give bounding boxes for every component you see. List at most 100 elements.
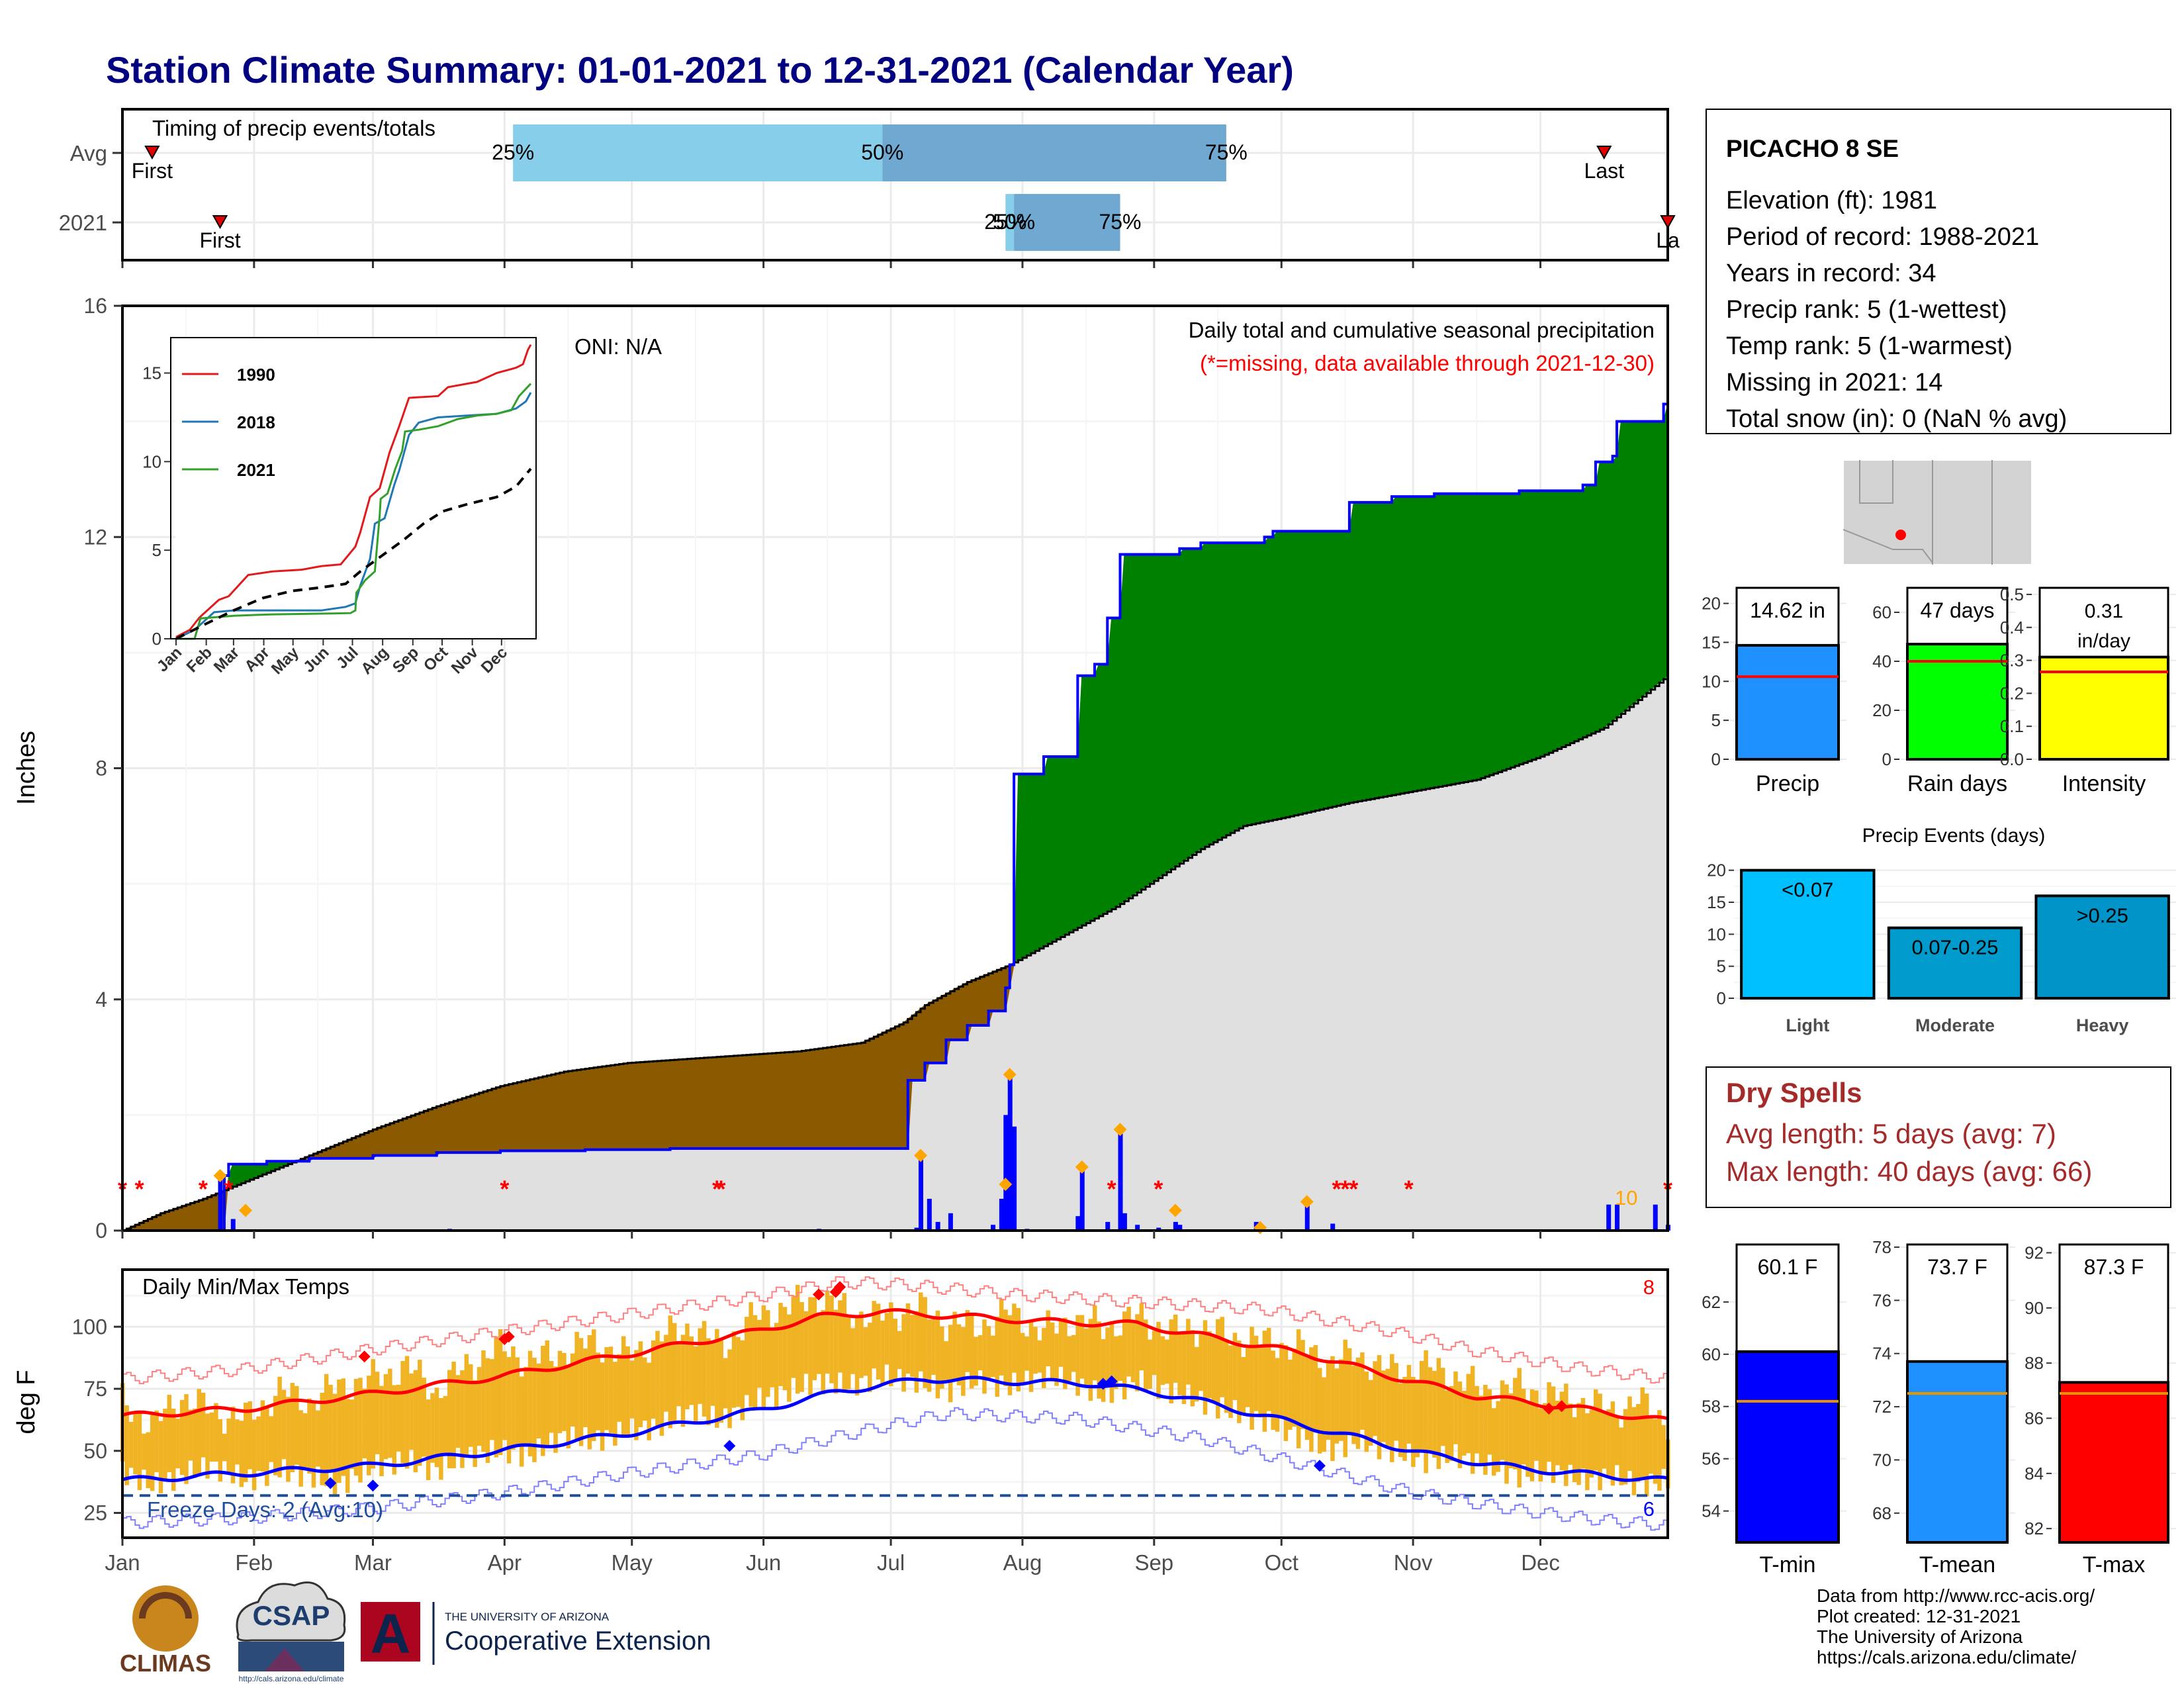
daily-temp-bar xyxy=(1479,1395,1484,1465)
daily-temp-bar xyxy=(749,1302,753,1407)
inset-legend-label-2018: 2018 xyxy=(237,412,275,432)
month-label-mar: Mar xyxy=(354,1550,392,1575)
precip-main-y-ticks: 0 4 8 12 16 xyxy=(83,294,1542,1243)
cumulative-diff-fill xyxy=(644,1061,649,1150)
cumulative-diff-fill xyxy=(1480,493,1486,779)
cumulative-diff-fill xyxy=(372,1127,378,1159)
timing-first-label-2021: First xyxy=(199,228,240,252)
cumulative-diff-fill xyxy=(695,1057,700,1149)
daily-temp-bar xyxy=(218,1419,223,1482)
record-cold-marker xyxy=(367,1479,379,1492)
daily-temp-bar xyxy=(404,1356,410,1469)
daily-precip-bar xyxy=(1122,1213,1127,1231)
cumulative-diff-fill xyxy=(1183,548,1189,862)
cumulative-diff-fill xyxy=(746,1054,751,1149)
cumulative-diff-fill xyxy=(1484,493,1490,778)
cumulative-diff-fill xyxy=(482,1090,488,1153)
daily-temp-bar xyxy=(1402,1376,1407,1461)
daily-temp-bar xyxy=(1343,1339,1347,1458)
daily-temp-bar xyxy=(1631,1407,1637,1495)
daily-temp-bar xyxy=(587,1335,592,1450)
heavy-precip-marker xyxy=(1300,1195,1314,1209)
daily-temp-bar xyxy=(655,1331,660,1426)
daily-temp-bar xyxy=(1462,1390,1467,1456)
daily-temp-bar xyxy=(889,1302,893,1387)
inset-y-tick-label: 15 xyxy=(142,363,161,383)
daily-temp-bar xyxy=(1033,1327,1038,1374)
cumulative-diff-fill xyxy=(1208,542,1214,845)
cumulative-diff-fill xyxy=(1527,490,1533,762)
inset-x-label-jul: Jul xyxy=(333,643,362,673)
cumulative-diff-fill xyxy=(1264,536,1269,822)
cumulative-diff-fill xyxy=(780,1052,786,1149)
cumulative-diff-fill xyxy=(793,1051,798,1149)
daily-temp-bar xyxy=(608,1346,614,1433)
arizona-a-block xyxy=(361,1602,420,1662)
cumulative-diff-fill xyxy=(602,1065,607,1150)
daily-temp-bar xyxy=(757,1319,762,1388)
daily-temp-bar xyxy=(226,1418,231,1475)
daily-temp-bar xyxy=(621,1336,626,1437)
arizona-a-letter: A xyxy=(371,1603,411,1665)
cumulative-diff-fill xyxy=(699,1057,705,1149)
cumulative-diff-fill xyxy=(707,1056,713,1149)
daily-temp-bar xyxy=(617,1354,622,1422)
cumulative-diff-fill xyxy=(1629,421,1635,708)
cumulative-diff-fill xyxy=(1379,502,1384,798)
daily-temp-bar xyxy=(256,1416,261,1472)
cumulative-diff-fill xyxy=(1094,664,1099,919)
cumulative-diff-fill xyxy=(670,1059,675,1150)
daily-temp-bar xyxy=(1644,1393,1649,1497)
cumulative-diff-fill xyxy=(512,1082,518,1152)
record-max-line xyxy=(122,1276,1668,1385)
cumulative-diff-fill xyxy=(1438,493,1443,788)
daily-temp-bar xyxy=(948,1325,953,1403)
cumulative-diff-fill xyxy=(1595,461,1600,732)
cumulative-diff-fill xyxy=(517,1080,522,1152)
cumulative-diff-fill xyxy=(1090,675,1095,921)
daily-temp-bar xyxy=(1615,1416,1619,1466)
cumulative-diff-fill xyxy=(1553,490,1558,752)
temp-ylabel: deg F xyxy=(13,1370,40,1434)
daily-precip-bar xyxy=(1330,1223,1336,1231)
daily-temp-bar xyxy=(817,1313,821,1374)
cumulative-diff-fill xyxy=(1387,502,1392,797)
cumulative-diff-fill xyxy=(648,1060,654,1150)
avg-cumulative-line xyxy=(122,675,1669,1232)
daily-temp-bar xyxy=(1576,1403,1581,1485)
cumulative-diff-fill xyxy=(1187,548,1193,859)
observed-cumulative-line xyxy=(122,398,1669,1232)
cumulative-diff-fill xyxy=(831,1045,837,1149)
cumulative-diff-fill xyxy=(1293,531,1299,816)
cumulative-diff-fill xyxy=(1196,548,1201,853)
cumulative-diff-fill xyxy=(589,1067,594,1150)
missing-data-marker: * xyxy=(712,1175,721,1202)
precip-main-y-tick-label: 12 xyxy=(83,525,107,549)
footer-line-1: Data from http://www.rcc-acis.org/ xyxy=(1817,1585,2095,1606)
events-bar-light xyxy=(1740,868,1876,1000)
daily-temp-bar xyxy=(974,1336,978,1386)
cumulative-diff-fill xyxy=(653,1060,658,1150)
daily-temp-bar xyxy=(702,1321,707,1417)
temp-y-tick-label: 75 xyxy=(83,1377,107,1401)
daily-temp-bar xyxy=(295,1385,299,1465)
summary-y-tick-label-t-max: 90 xyxy=(2025,1298,2044,1318)
daily-precip-bar xyxy=(991,1225,996,1231)
daily-temp-bar xyxy=(927,1319,932,1392)
daily-temp-bar xyxy=(740,1340,745,1421)
cumulative-diff-fill xyxy=(1289,531,1295,817)
daily-temp-bar xyxy=(1347,1348,1352,1434)
daily-temp-bar xyxy=(821,1310,825,1395)
cumulative-diff-fill xyxy=(1230,542,1236,834)
daily-temp-bar xyxy=(1415,1382,1420,1458)
cumulative-diff-fill xyxy=(1047,756,1053,945)
cumulative-diff-fill xyxy=(886,1028,891,1149)
daily-temp-bar xyxy=(511,1346,516,1450)
month-label-oct: Oct xyxy=(1265,1550,1298,1575)
cumulative-diff-fill xyxy=(763,1053,768,1149)
daily-temp-bar xyxy=(1559,1391,1565,1471)
cumulative-diff-fill xyxy=(491,1087,497,1153)
timing-label-avg-p75: 75% xyxy=(1205,140,1248,164)
daily-temp-bar xyxy=(1020,1333,1025,1385)
